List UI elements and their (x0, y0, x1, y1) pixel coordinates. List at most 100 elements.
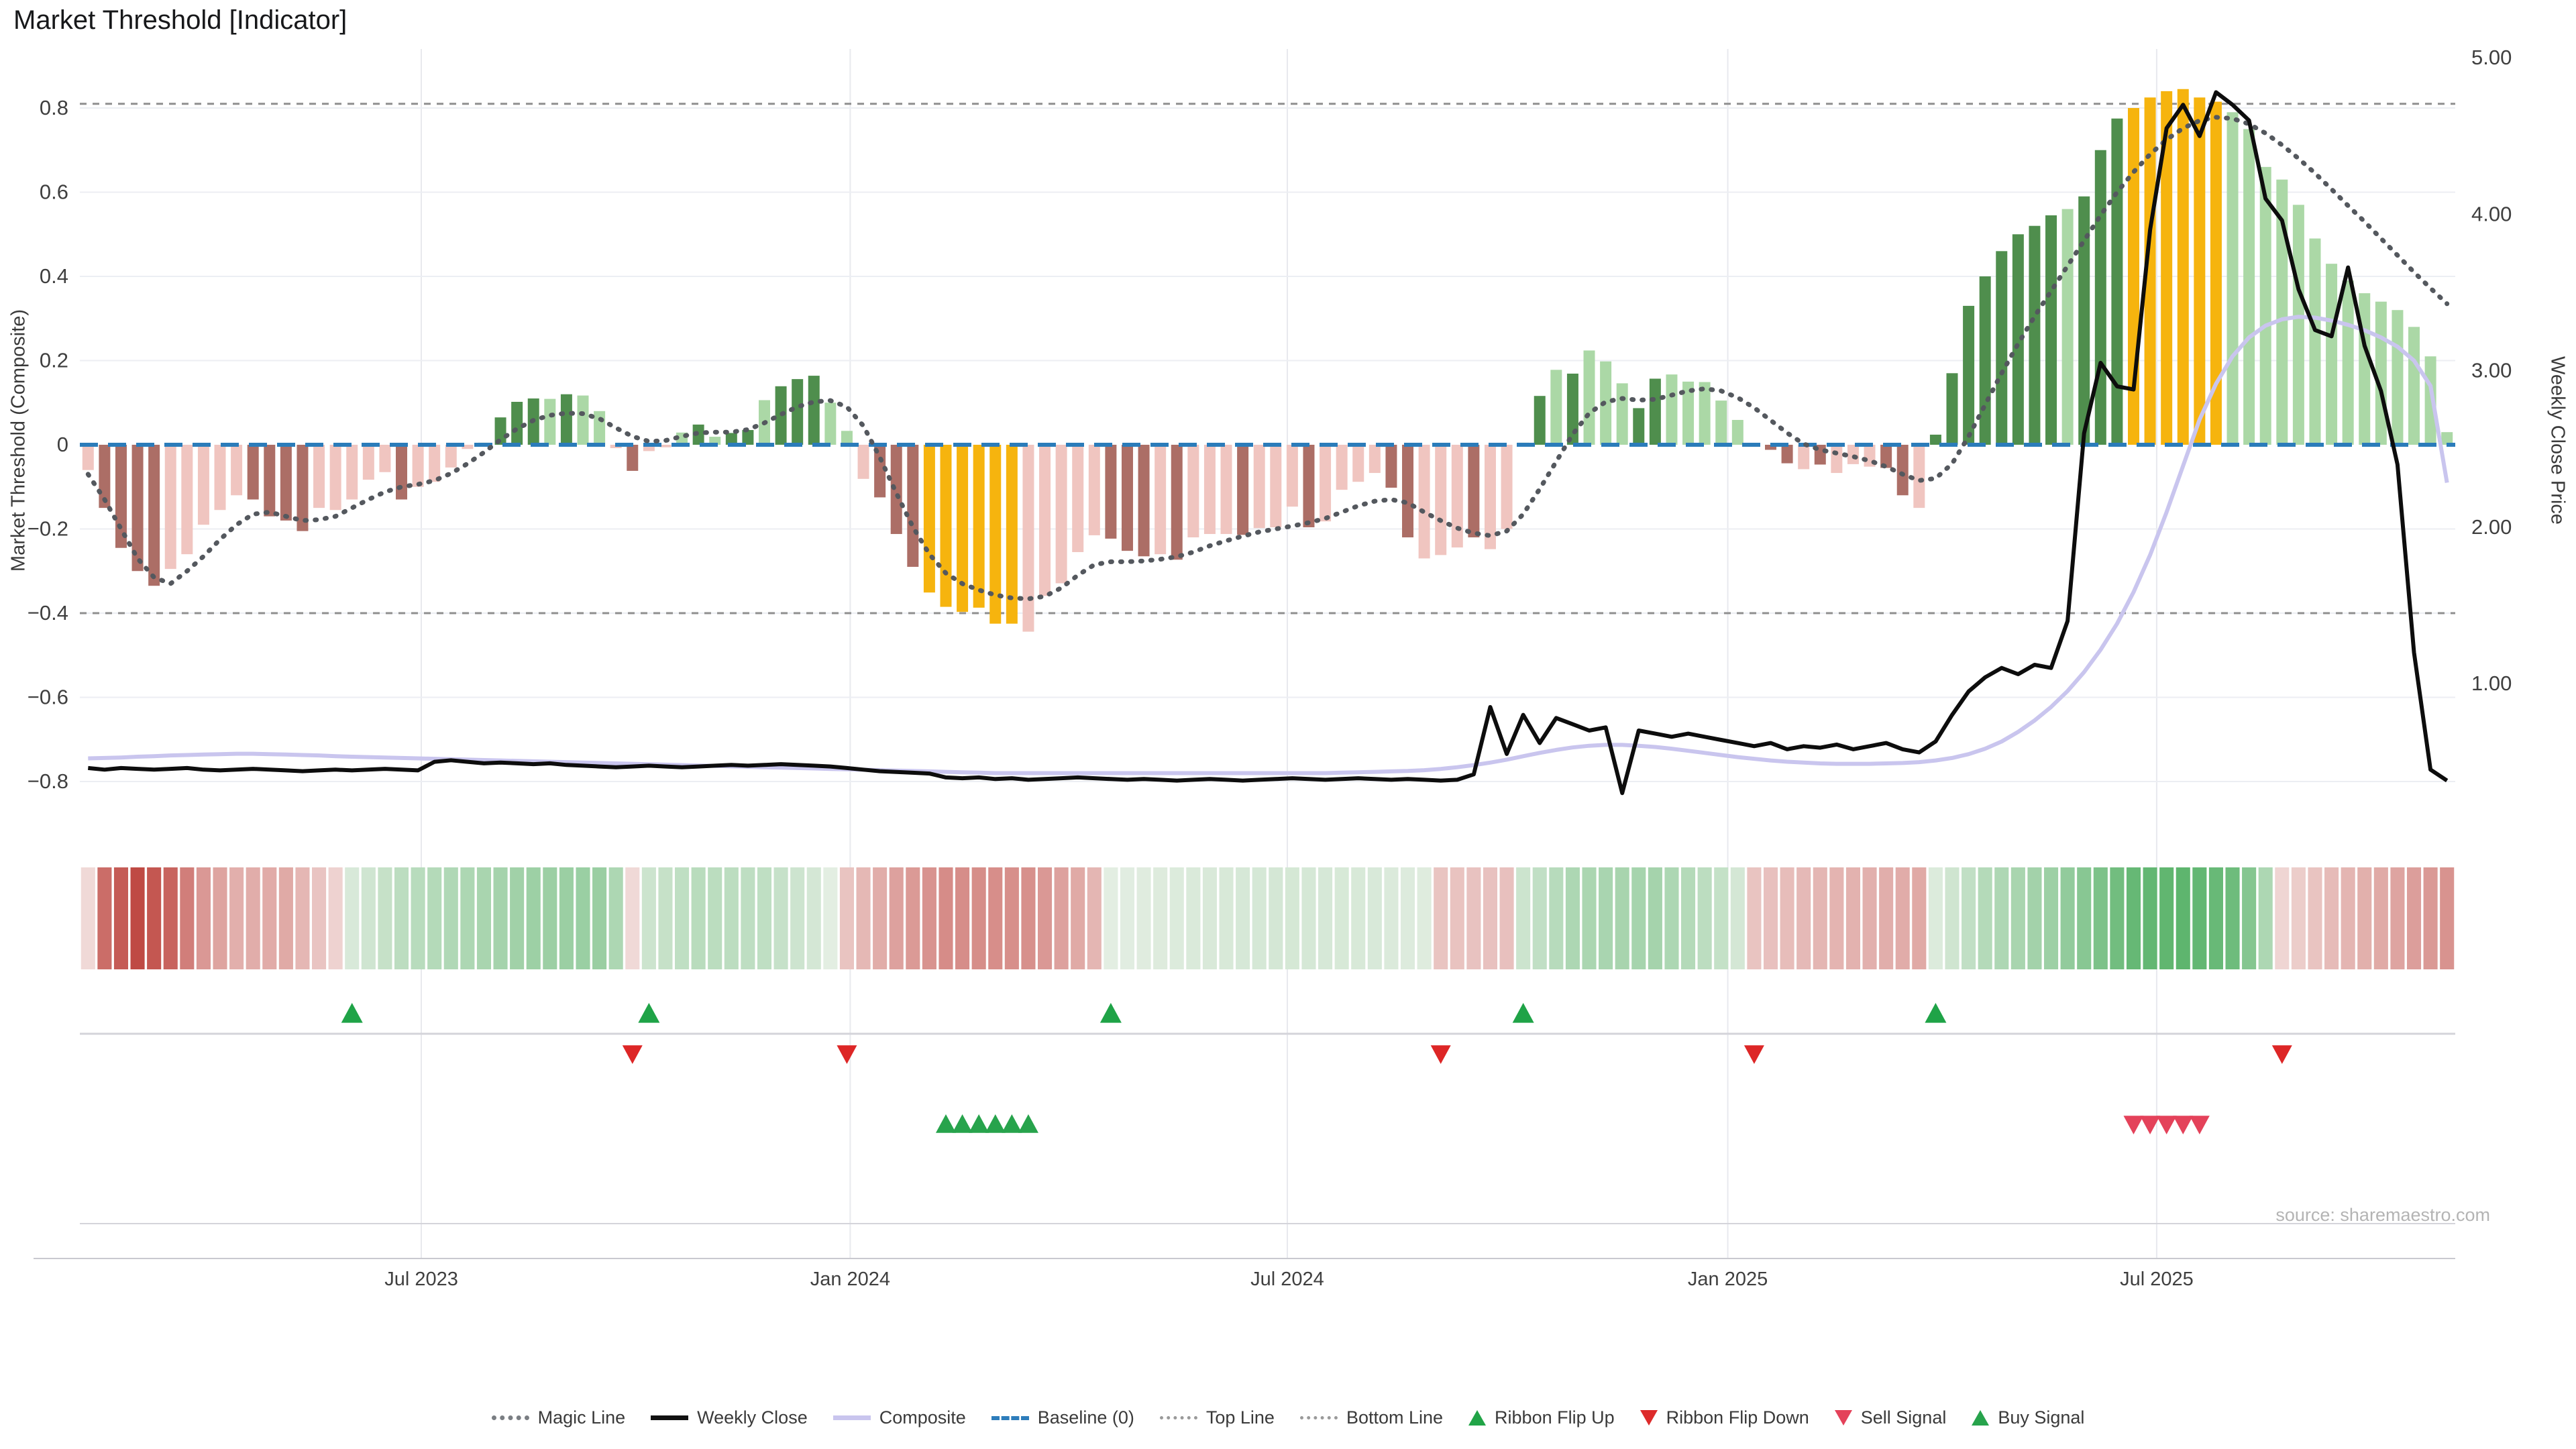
ribbon-cell (1021, 867, 1036, 969)
ribbon-cell (790, 867, 805, 969)
ribbon-cell (2159, 867, 2174, 969)
ribbon-cell (2324, 867, 2339, 969)
threshold-bar (1320, 445, 1332, 522)
ribbon-cell (856, 867, 871, 969)
x-axis-tick: Jul 2023 (384, 1269, 458, 1290)
ribbon-flip-up-marker (1099, 1003, 1122, 1023)
threshold-lines (80, 103, 2455, 614)
ribbon-cell (2176, 867, 2190, 969)
threshold-bar (1616, 383, 1628, 445)
buy-signal-marker (1018, 1114, 1038, 1133)
threshold-bar (1731, 419, 1743, 445)
buy-signal-marker (1002, 1114, 1022, 1133)
x-axis-tick: Jan 2024 (810, 1269, 890, 1290)
legend-label: Baseline (0) (1037, 1407, 1134, 1428)
threshold-bar (1534, 396, 1546, 445)
sell-signal-marker (2123, 1116, 2144, 1134)
legend-swatch-magic-line-line (491, 1415, 529, 1420)
ribbon-cell (2225, 867, 2240, 969)
threshold-bar (2078, 196, 2090, 445)
threshold-bar (1006, 445, 1018, 624)
ribbon-cell (1384, 867, 1399, 969)
threshold-bar (1055, 445, 1067, 584)
threshold-bar (1847, 445, 1859, 464)
threshold-bar (115, 445, 127, 548)
threshold-bar (1187, 445, 1199, 538)
sell-signal-marker (2173, 1116, 2194, 1134)
ribbon-cell (1813, 867, 1827, 969)
threshold-bar (82, 445, 94, 470)
right-axis-tick: 3.00 (2471, 359, 2512, 382)
ribbon-cell (889, 867, 904, 969)
ribbon-cell (1895, 867, 1910, 969)
ribbon-cell (708, 867, 722, 969)
threshold-bar (164, 445, 176, 570)
ribbon-cell (1664, 867, 1679, 969)
threshold-bar (1682, 381, 1695, 445)
ribbon-cell (493, 867, 508, 969)
threshold-bar (1501, 445, 1513, 529)
ribbon-cell (1879, 867, 1894, 969)
left-axis-tick: 0.2 (40, 349, 68, 372)
threshold-bar (2061, 209, 2074, 445)
threshold-bar (1039, 445, 1051, 596)
ribbon-cell (1202, 867, 1217, 969)
threshold-bar (1303, 445, 1315, 527)
legend-item-weekly-close: Weekly Close (651, 1407, 808, 1428)
ribbon-flip-up-marker (638, 1003, 660, 1023)
ribbon-cell (1516, 867, 1531, 969)
threshold-bar (1979, 276, 1991, 445)
source-credit: source: sharemaestro.com (2275, 1205, 2490, 1225)
ribbon-cell (1087, 867, 1102, 969)
threshold-bar (1649, 378, 1661, 445)
threshold-bar (1583, 350, 1595, 445)
threshold-bar (2441, 432, 2453, 445)
left-axis-tick: −0.6 (28, 686, 68, 709)
threshold-bar (1105, 445, 1117, 539)
left-axis-label: Market Threshold (Composite) (7, 309, 30, 572)
threshold-bar (594, 411, 606, 445)
threshold-bar (2012, 234, 2024, 445)
ribbon-cell (559, 867, 574, 969)
ribbon-flip-down-marker (1743, 1045, 1764, 1064)
threshold-bar (1831, 445, 1843, 474)
ribbon-cell (938, 867, 953, 969)
threshold-bar (1121, 445, 1133, 551)
threshold-bar (1385, 445, 1397, 488)
threshold-bar (329, 445, 341, 511)
threshold-bar (1336, 445, 1348, 490)
threshold-bar (627, 445, 639, 471)
ribbon-cell (691, 867, 706, 969)
threshold-bar (957, 445, 969, 612)
legend-label: Composite (879, 1407, 966, 1428)
threshold-bar (1286, 445, 1298, 507)
ribbon-cell (1318, 867, 1333, 969)
legend-item-ribbon-flip-up: Ribbon Flip Up (1468, 1407, 1615, 1428)
ribbon-cell (724, 867, 739, 969)
ribbon-flip-up-marker (1512, 1003, 1534, 1023)
left-axis-tick: 0.8 (40, 96, 68, 119)
ribbon-cell (80, 867, 95, 969)
right-axis-label: Weekly Close Price (2546, 356, 2569, 525)
ribbon-cell (246, 867, 260, 969)
legend-swatch-top-line-line (1159, 1416, 1197, 1419)
ribbon-cell (2242, 867, 2257, 969)
legend-label: Magic Line (537, 1407, 626, 1428)
threshold-bar (214, 445, 226, 511)
ribbon-cell (1549, 867, 1564, 969)
threshold-bar (2094, 150, 2106, 445)
axis-tick-labels: 0.8 0.6 0.4 0.2 0 −0.2 −0.4 −0.6 −0.8 5.00 4.00 3.0… (28, 46, 2512, 1290)
threshold-bar (1929, 434, 1941, 445)
threshold-bar (1468, 445, 1480, 538)
ribbon-cell (2308, 867, 2322, 969)
threshold-bar (923, 445, 935, 593)
threshold-bar (2111, 118, 2123, 445)
threshold-bar (1550, 370, 1562, 445)
ribbon-cell (2357, 867, 2372, 969)
threshold-bar (1633, 408, 1645, 445)
ribbon-cell (213, 867, 227, 969)
ribbon-cell (1747, 867, 1762, 969)
threshold-bar (1022, 445, 1034, 632)
threshold-bar (1666, 374, 1678, 445)
threshold-bar (2194, 97, 2206, 445)
